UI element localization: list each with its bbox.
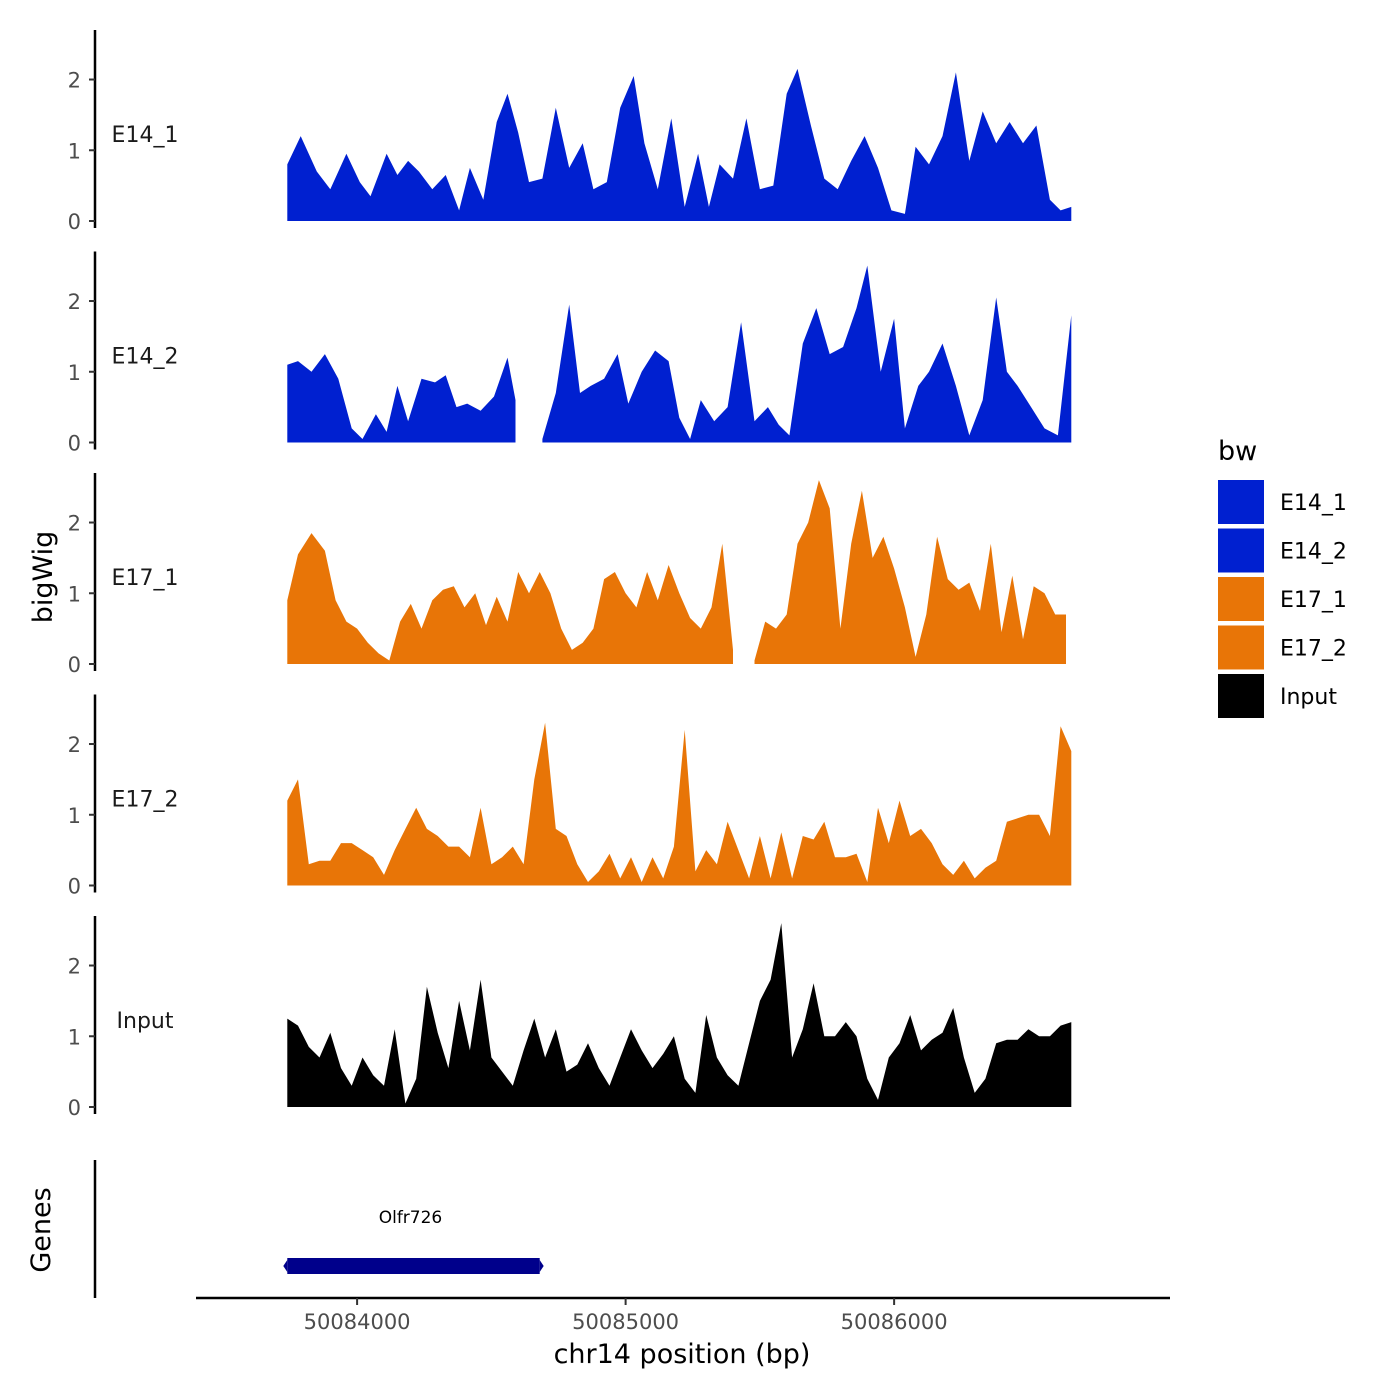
- track-input: 0 1 2 Input: [68, 916, 1072, 1120]
- track-label: E17_2: [112, 788, 179, 813]
- legend-swatch: [1218, 528, 1264, 573]
- y-tick-label: 1: [68, 582, 81, 606]
- y-tick-label: 1: [68, 361, 81, 385]
- track-e14-1: 0 1 2 E14_1: [68, 30, 1072, 234]
- track-e14-2: 0 1 2 E14_2: [68, 251, 1072, 456]
- y-tick-label: 1: [68, 139, 81, 163]
- signal-area: [287, 354, 516, 443]
- y-tick-label: 2: [68, 733, 81, 757]
- x-tick-label: 50085000: [572, 1310, 679, 1334]
- y-tick-label: 0: [68, 875, 81, 899]
- signal-area: [287, 923, 1072, 1107]
- signal-tracks: 0 1 2 E14_1 0 1 2 E14_2 0 1 2 E17_1 0 1 2 E17_2 0 1 2 Input: [68, 30, 1072, 1120]
- y-tick-label: 0: [68, 1096, 81, 1120]
- signal-area: [287, 68, 1072, 222]
- legend: bw E14_1 E14_2 E17_1 E17_2 Input: [1218, 436, 1347, 718]
- legend-swatch: [1218, 480, 1264, 524]
- y-axis-title: bigWig: [28, 531, 59, 624]
- y-tick-label: 2: [68, 512, 81, 536]
- x-axis-title: chr14 position (bp): [554, 1339, 811, 1370]
- genes-panel-title: Genes: [26, 1187, 57, 1272]
- legend-entry: E14_2: [1280, 540, 1347, 565]
- y-tick-label: 0: [68, 432, 81, 456]
- track-e17-1: 0 1 2 E17_1: [68, 473, 1066, 677]
- x-tick-label: 50084000: [304, 1310, 411, 1334]
- y-tick-label: 1: [68, 804, 81, 828]
- legend-entry: E14_1: [1280, 491, 1347, 516]
- x-axis: chr14 position (bp) 50084000 50085000 5008…: [196, 1296, 1170, 1370]
- gene-label: Olfr726: [379, 1208, 443, 1228]
- legend-entry: E17_1: [1280, 588, 1347, 613]
- legend-entry: Input: [1280, 685, 1337, 710]
- track-e17-2: 0 1 2 E17_2: [68, 694, 1072, 899]
- genes-panel: Genes Olfr726: [26, 1160, 544, 1298]
- track-label: E17_1: [112, 566, 179, 591]
- signal-area: [542, 265, 1072, 443]
- y-tick-label: 2: [68, 955, 81, 979]
- signal-area: [287, 533, 733, 664]
- track-label: E14_1: [112, 123, 179, 148]
- y-tick-label: 0: [68, 653, 81, 677]
- signal-area: [754, 480, 1066, 664]
- signal-area: [287, 722, 1072, 886]
- y-tick-label: 2: [68, 69, 81, 93]
- legend-swatch: [1218, 674, 1264, 718]
- y-tick-label: 2: [68, 290, 81, 314]
- track-label: Input: [117, 1009, 174, 1034]
- legend-swatch: [1218, 577, 1264, 621]
- gene-bar-end-right: [539, 1260, 544, 1272]
- x-tick-label: 50086000: [841, 1310, 948, 1334]
- legend-title: bw: [1218, 436, 1257, 467]
- legend-entry: E17_2: [1280, 637, 1347, 662]
- y-tick-label: 0: [68, 210, 81, 234]
- legend-swatch: [1218, 625, 1264, 670]
- gene-bar-end-left: [283, 1260, 288, 1272]
- track-label: E14_2: [112, 345, 179, 370]
- gene-bar: [287, 1258, 540, 1274]
- y-tick-label: 1: [68, 1025, 81, 1049]
